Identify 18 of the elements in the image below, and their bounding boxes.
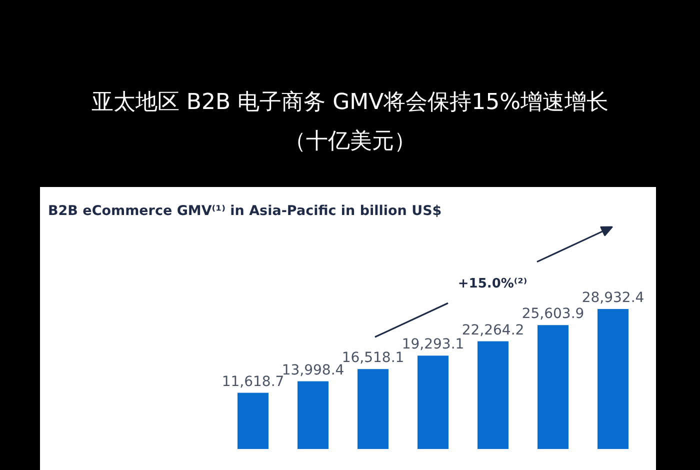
bar <box>478 341 508 449</box>
bar <box>238 392 268 449</box>
text: +15.0%⁽²⁾ <box>458 276 528 292</box>
data-label: 19,293.1 <box>402 336 464 353</box>
chart-title: 亚太地区 B2B 电子商务 GMV将会保持15%增速增长 <box>90 89 610 117</box>
chart-subtitle: （十亿美元） <box>283 128 417 156</box>
bar <box>538 325 568 449</box>
bar <box>418 356 448 449</box>
data-label: 25,603.9 <box>522 306 584 322</box>
data-label: 11,618.7 <box>222 374 284 390</box>
bar <box>598 309 628 449</box>
bar <box>298 381 328 449</box>
text: B2B eCommerce GMV⁽¹⁾ in Asia-Pacific in billion US$ <box>48 203 442 219</box>
bar <box>358 369 388 449</box>
data-label: 22,264.2 <box>462 322 524 338</box>
data-label: 16,518.1 <box>342 350 404 366</box>
data-label: 13,998.4 <box>282 362 344 378</box>
data-label: 28,932.4 <box>582 290 644 306</box>
